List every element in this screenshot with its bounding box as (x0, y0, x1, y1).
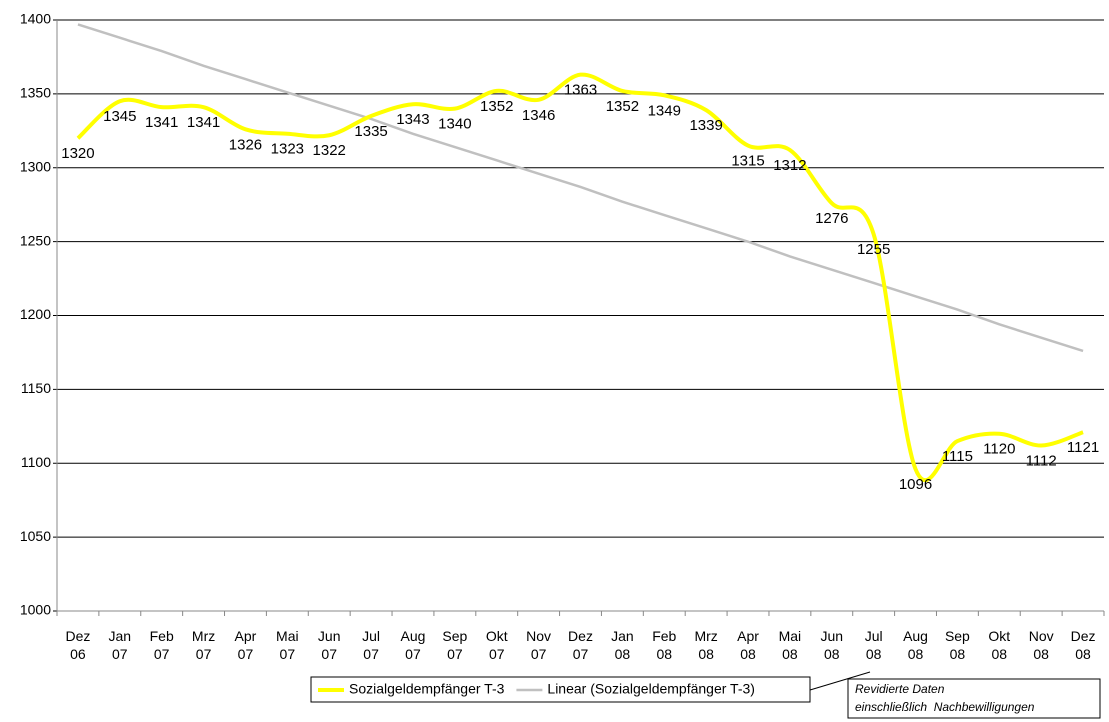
x-tick-label: Mrz 08 (694, 628, 718, 662)
data-label: 1326 (229, 136, 262, 153)
x-tick-label: Mrz 07 (191, 628, 216, 662)
y-tick-label: 1100 (21, 454, 51, 470)
y-tick-label: 1050 (20, 528, 51, 544)
data-label: 1352 (480, 98, 513, 115)
x-tick-label: Apr 08 (737, 628, 759, 662)
data-label: 1346 (522, 107, 555, 124)
x-tick-label: Nov 08 (1028, 628, 1054, 662)
data-label: 1341 (145, 114, 178, 131)
data-label: 1352 (606, 98, 639, 115)
y-tick-label: 1350 (20, 85, 51, 101)
y-tick-label: 1150 (21, 380, 51, 396)
y-tick-label: 1250 (20, 232, 51, 248)
x-tick-label: Sep 08 (944, 628, 970, 662)
data-label: 1343 (396, 111, 429, 128)
y-tick-label: 1400 (20, 11, 51, 27)
note-text: einschließlich Nachbewilligungen (855, 700, 1035, 714)
data-label: 1349 (648, 102, 681, 119)
data-label: 1115 (942, 448, 973, 465)
data-label: 1345 (103, 108, 136, 125)
x-tick-label: Aug 08 (903, 628, 928, 662)
x-tick-label: Okt 08 (988, 628, 1011, 662)
data-label: 1112 (1026, 452, 1057, 469)
data-label: 1096 (899, 476, 932, 493)
y-tick-label: 1200 (20, 306, 51, 322)
data-label: 1341 (187, 114, 220, 131)
legend-label: Sozialgeldempfänger T-3 (349, 681, 505, 697)
x-tick-label: Feb 07 (149, 628, 174, 662)
data-label: 1312 (773, 157, 806, 174)
x-tick-label: Jan 07 (108, 628, 132, 662)
data-label: 1335 (354, 123, 387, 140)
data-label: 1120 (983, 441, 1015, 458)
y-tick-label: 1000 (20, 602, 51, 618)
note-box (847, 678, 1101, 719)
y-tick-label: 1300 (20, 158, 51, 174)
legend-label: Linear (Sozialgeldempfänger T-3) (547, 681, 755, 697)
x-tick-label: Apr 07 (234, 628, 257, 662)
x-tick-label: Mai 08 (778, 628, 802, 662)
x-tick-label: Dez 07 (568, 628, 593, 662)
data-label: 1323 (271, 141, 304, 158)
legend-box (310, 676, 811, 703)
x-tick-label: Okt 07 (485, 628, 508, 662)
data-label: 1322 (313, 142, 346, 159)
data-label: 1363 (564, 82, 597, 99)
data-label: 1276 (815, 210, 848, 227)
x-tick-label: Jan 08 (611, 628, 634, 662)
x-tick-label: Dez 06 (65, 628, 91, 662)
x-tick-label: Jun 07 (317, 628, 341, 662)
series-line (76, 72, 1084, 482)
x-tick-label: Nov 07 (526, 628, 552, 662)
x-tick-label: Jul 08 (864, 628, 883, 662)
data-label: 1315 (731, 153, 764, 170)
data-label: 1121 (1067, 439, 1099, 456)
data-label: 1255 (857, 241, 890, 258)
x-tick-label: Sep 07 (442, 628, 468, 662)
data-label: 1320 (61, 145, 94, 162)
x-tick-label: Jun 08 (820, 628, 844, 662)
x-tick-label: Dez 08 (1070, 628, 1096, 662)
data-label: 1339 (689, 117, 722, 134)
x-tick-label: Mai 07 (276, 628, 299, 662)
x-tick-label: Jul 07 (362, 628, 381, 662)
note-text: Revidierte Daten (855, 682, 945, 696)
x-tick-label: Feb 08 (652, 628, 677, 662)
x-tick-label: Aug 07 (400, 628, 426, 662)
note-callout (809, 671, 871, 691)
data-label: 1340 (438, 116, 471, 133)
series-line (77, 23, 1084, 353)
